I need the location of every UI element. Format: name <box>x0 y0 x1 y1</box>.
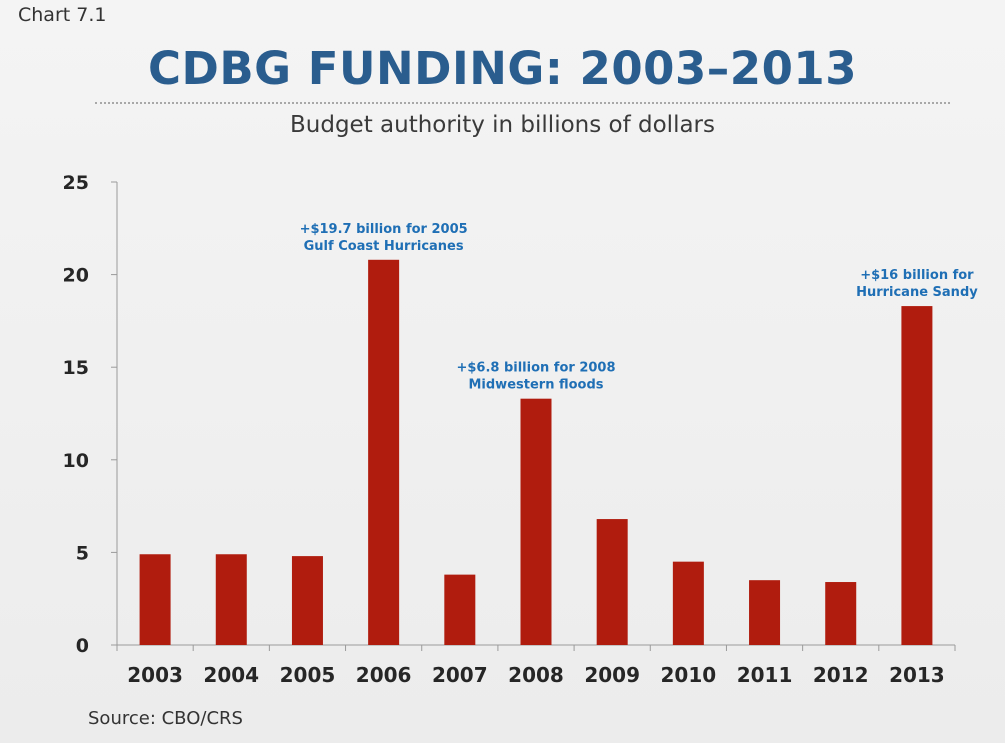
x-tick-label: 2012 <box>813 663 869 687</box>
bar-2008 <box>520 398 552 645</box>
x-tick-label: 2007 <box>432 663 488 687</box>
bar-2010 <box>672 561 704 645</box>
bar-2007 <box>444 574 476 645</box>
x-tick-label: 2008 <box>508 663 564 687</box>
y-tick-label: 10 <box>63 450 89 472</box>
x-tick-label: 2009 <box>584 663 640 687</box>
bars <box>139 259 933 645</box>
title-divider <box>95 102 950 104</box>
x-tick-label: 2013 <box>889 663 945 687</box>
annotation-2013-line-1: +$16 billion for <box>860 268 974 283</box>
annotation-2008-line-2: Midwestern floods <box>468 378 603 393</box>
x-tick-label: 2004 <box>203 663 259 687</box>
source-note: Source: CBO/CRS <box>88 708 243 729</box>
bar-2003 <box>139 554 171 645</box>
y-tick-label: 0 <box>76 635 89 657</box>
annotation-2008-line-1: +$6.8 billion for 2008 <box>456 361 615 376</box>
annotations: +$19.7 billion for 2005 Gulf Coast Hurric… <box>300 222 979 393</box>
annotation-2013-line-2: Hurricane Sandy <box>856 285 978 300</box>
bar-2006 <box>368 259 400 645</box>
bar-2009 <box>596 519 628 645</box>
chart-title: CDBG FUNDING: 2003–2013 <box>147 42 858 95</box>
x-tick-label: 2003 <box>127 663 183 687</box>
bar-2013 <box>901 306 933 645</box>
bar-2005 <box>291 556 323 645</box>
chart-number-label: Chart 7.1 <box>18 4 107 26</box>
chart-subtitle: Budget authority in billions of dollars <box>289 112 715 138</box>
y-tick-label: 5 <box>76 542 89 564</box>
y-tick-label: 20 <box>63 265 89 287</box>
x-tick-label: 2010 <box>661 663 717 687</box>
annotation-2006-line-1: +$19.7 billion for 2005 <box>300 222 468 237</box>
annotation-2006-line-2: Gulf Coast Hurricanes <box>304 239 464 254</box>
y-tick-label: 25 <box>63 172 89 194</box>
tick-labels: 0 5 10 15 20 25 2003 2004 2005 2006 2007 2008 2009 20… <box>63 172 945 687</box>
y-tick-label: 15 <box>63 357 89 379</box>
x-tick-label: 2005 <box>280 663 336 687</box>
bar-2012 <box>825 582 857 645</box>
x-tick-label: 2006 <box>356 663 412 687</box>
bar-2011 <box>749 580 781 645</box>
x-tick-label: 2011 <box>737 663 793 687</box>
bar-2004 <box>215 554 247 645</box>
